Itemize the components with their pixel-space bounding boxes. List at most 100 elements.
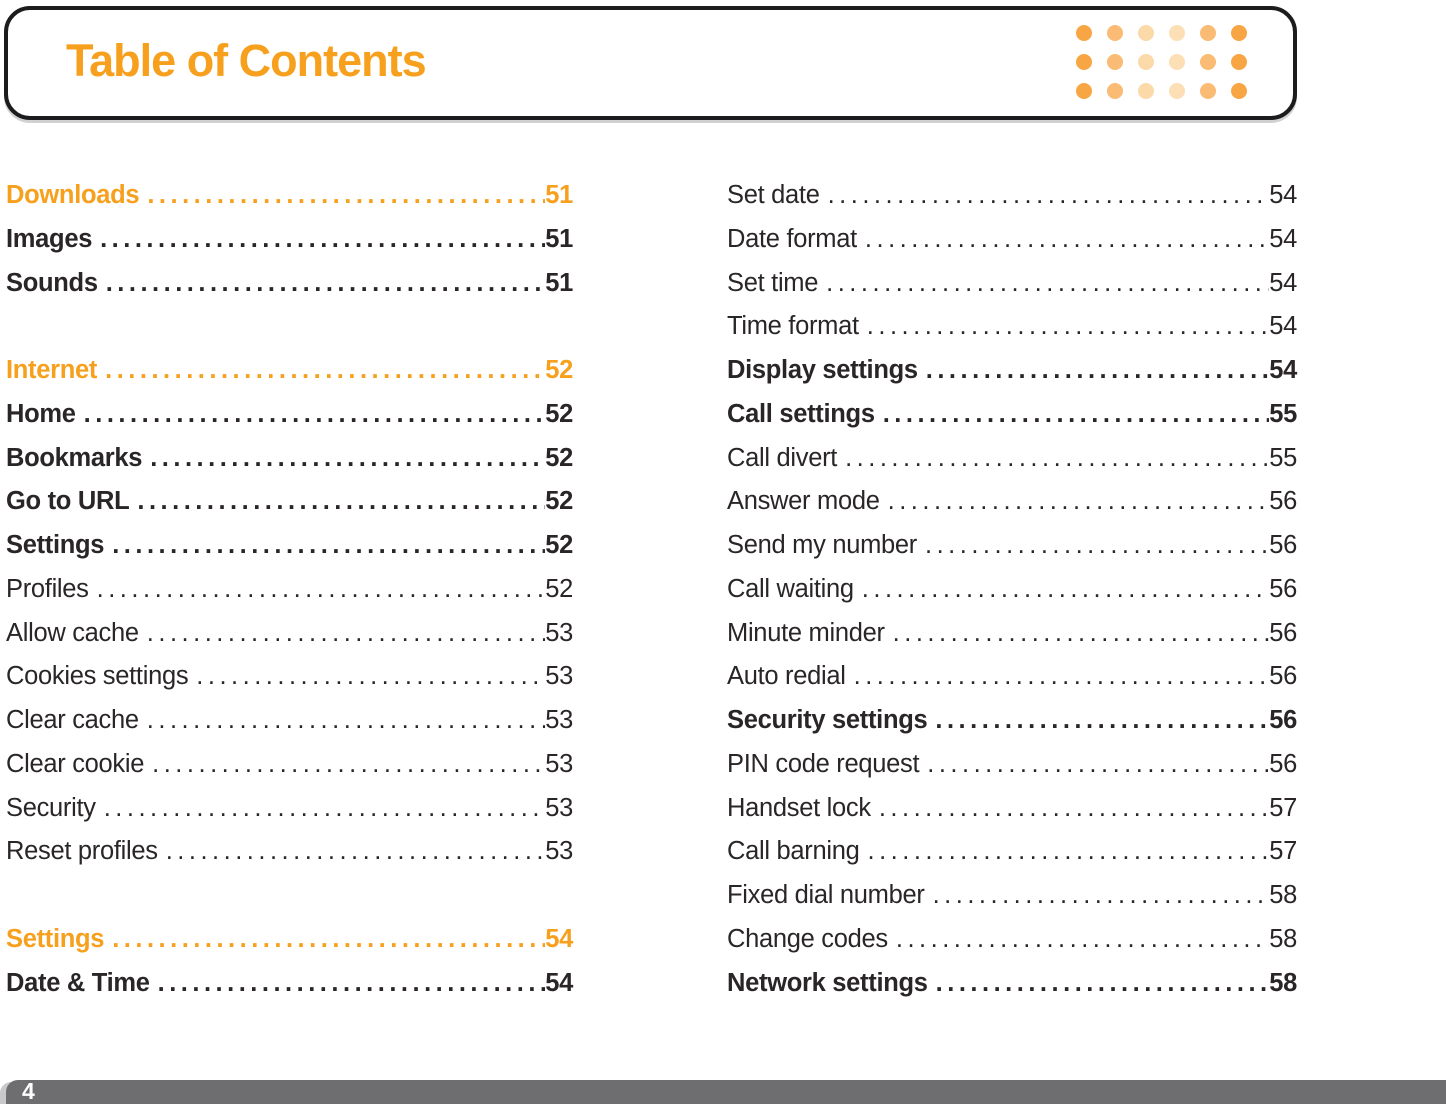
toc-entry-label: Security settings xyxy=(727,706,928,734)
toc-entry-label: Downloads xyxy=(6,181,140,209)
toc-entry-page: 57 xyxy=(1269,837,1297,866)
dot xyxy=(1231,54,1247,70)
toc-entry: Go to URL 52 xyxy=(6,480,573,524)
toc-entry-page: 54 xyxy=(545,924,573,953)
toc-entry-page: 56 xyxy=(1269,662,1297,691)
toc-leader-dots xyxy=(918,349,1269,393)
toc-entry-label: Time format xyxy=(727,312,859,341)
toc-column-right: Set date 54 Date format 54 Set time 54 T… xyxy=(727,174,1297,1005)
toc-entry-page: 56 xyxy=(1269,574,1297,603)
dot xyxy=(1169,83,1185,99)
toc-leader-dots xyxy=(139,612,545,656)
dot-grid-decoration xyxy=(1076,25,1247,99)
toc-leader-dots xyxy=(837,437,1269,481)
toc-entry: Auto redial 56 xyxy=(727,655,1297,699)
toc-leader-dots xyxy=(96,787,546,831)
toc-entry: Network settings 58 xyxy=(727,962,1297,1006)
toc-entry-page: 52 xyxy=(545,487,573,516)
toc-leader-dots xyxy=(871,787,1269,831)
toc-entry-label: Fixed dial number xyxy=(727,881,925,909)
toc-leader-dots xyxy=(925,874,1270,918)
toc-entry: Fixed dial number 58 xyxy=(727,874,1297,918)
toc-leader-dots xyxy=(859,830,1269,874)
toc-entry-label: Network settings xyxy=(727,968,928,997)
dot xyxy=(1169,25,1185,41)
toc-entry-page: 56 xyxy=(1269,706,1297,734)
toc-entry-label: Settings xyxy=(6,531,105,559)
toc-entry: Security settings 56 xyxy=(727,699,1297,743)
toc-leader-dots xyxy=(98,262,546,306)
toc-entry: Allow cache 53 xyxy=(6,612,573,656)
toc-entry: PIN code request 56 xyxy=(727,743,1297,787)
toc-entry-label: Call barning xyxy=(727,837,860,866)
dot xyxy=(1169,54,1185,70)
toc-entry: Security 53 xyxy=(6,787,573,831)
toc-leader-dots xyxy=(150,962,546,1006)
toc-entry: Date & Time 54 xyxy=(6,962,573,1006)
toc-entry-page: 52 xyxy=(545,443,573,472)
toc-entry-label: Call waiting xyxy=(727,574,854,603)
toc-leader-dots xyxy=(104,918,545,962)
toc-entry: Clear cache 53 xyxy=(6,699,573,743)
toc-leader-dots xyxy=(139,699,545,743)
toc-entry: Set time 54 xyxy=(727,262,1297,306)
toc-entry-label: Security xyxy=(6,793,96,822)
toc-entry-label: Date & Time xyxy=(6,968,150,997)
toc-entry-page: 58 xyxy=(1269,968,1297,997)
toc-entry-page: 53 xyxy=(545,618,573,647)
toc-leader-dots xyxy=(857,218,1269,262)
dot xyxy=(1231,83,1247,99)
toc-entry-label: PIN code request xyxy=(727,749,920,778)
toc-entry: Set date 54 xyxy=(727,174,1297,218)
toc-entry: Images 51 xyxy=(6,218,573,262)
toc-entry-page: 55 xyxy=(1269,443,1297,472)
toc-entry-page: 54 xyxy=(1269,181,1297,209)
toc-entry-label: Call divert xyxy=(727,443,838,472)
toc-entry xyxy=(6,305,573,349)
toc-entry-page: 51 xyxy=(545,224,573,253)
toc-entry: Downloads 51 xyxy=(6,174,573,218)
toc-leader-dots xyxy=(917,524,1269,568)
toc-entry-label: Send my number xyxy=(727,531,917,559)
toc-entry-page: 52 xyxy=(545,356,573,384)
toc-entry: Call divert 55 xyxy=(727,437,1297,481)
toc-leader-dots xyxy=(144,743,545,787)
toc-leader-dots xyxy=(158,830,546,874)
toc-entry-label: Set time xyxy=(727,268,819,297)
toc-entry: Answer mode 56 xyxy=(727,480,1297,524)
toc-entry-page: 51 xyxy=(545,268,573,297)
toc-entry: Clear cookie 53 xyxy=(6,743,573,787)
toc-entry-label: Allow cache xyxy=(6,618,139,647)
toc-leader-dots xyxy=(854,568,1269,612)
toc-entry-page: 53 xyxy=(545,749,573,778)
toc-entry-label: Images xyxy=(6,224,93,253)
toc-entry-page: 56 xyxy=(1269,618,1297,647)
toc-entry-page: 53 xyxy=(545,793,573,822)
toc-leader-dots xyxy=(859,305,1269,349)
toc-entry-label: Minute minder xyxy=(727,618,885,647)
toc-entry-label: Go to URL xyxy=(6,487,130,516)
toc-entry: Display settings 54 xyxy=(727,349,1297,393)
toc-leader-dots xyxy=(927,699,1269,743)
toc-entry: Handset lock 57 xyxy=(727,787,1297,831)
toc-entry: Call barning 57 xyxy=(727,830,1297,874)
dot xyxy=(1200,83,1216,99)
toc-entry: Date format 54 xyxy=(727,218,1297,262)
page-title: Table of Contents xyxy=(66,34,427,86)
toc-entry: Reset profiles 53 xyxy=(6,830,573,874)
toc-entry-label: Cookies settings xyxy=(6,662,189,691)
toc-leader-dots xyxy=(97,349,545,393)
toc-entry-label: Set date xyxy=(727,181,820,209)
toc-entry-page: 52 xyxy=(545,531,573,559)
toc-entry-page: 56 xyxy=(1269,749,1297,778)
toc-entry-label: Profiles xyxy=(6,574,89,603)
toc-leader-dots xyxy=(885,612,1270,656)
toc-leader-dots xyxy=(142,437,545,481)
toc-leader-dots xyxy=(188,655,545,699)
toc-leader-dots xyxy=(928,962,1270,1006)
dot xyxy=(1138,25,1154,41)
toc-leader-dots xyxy=(846,655,1270,699)
dot xyxy=(1076,25,1092,41)
toc-entry-label: Sounds xyxy=(6,268,98,297)
toc-entry-page: 54 xyxy=(545,968,573,997)
